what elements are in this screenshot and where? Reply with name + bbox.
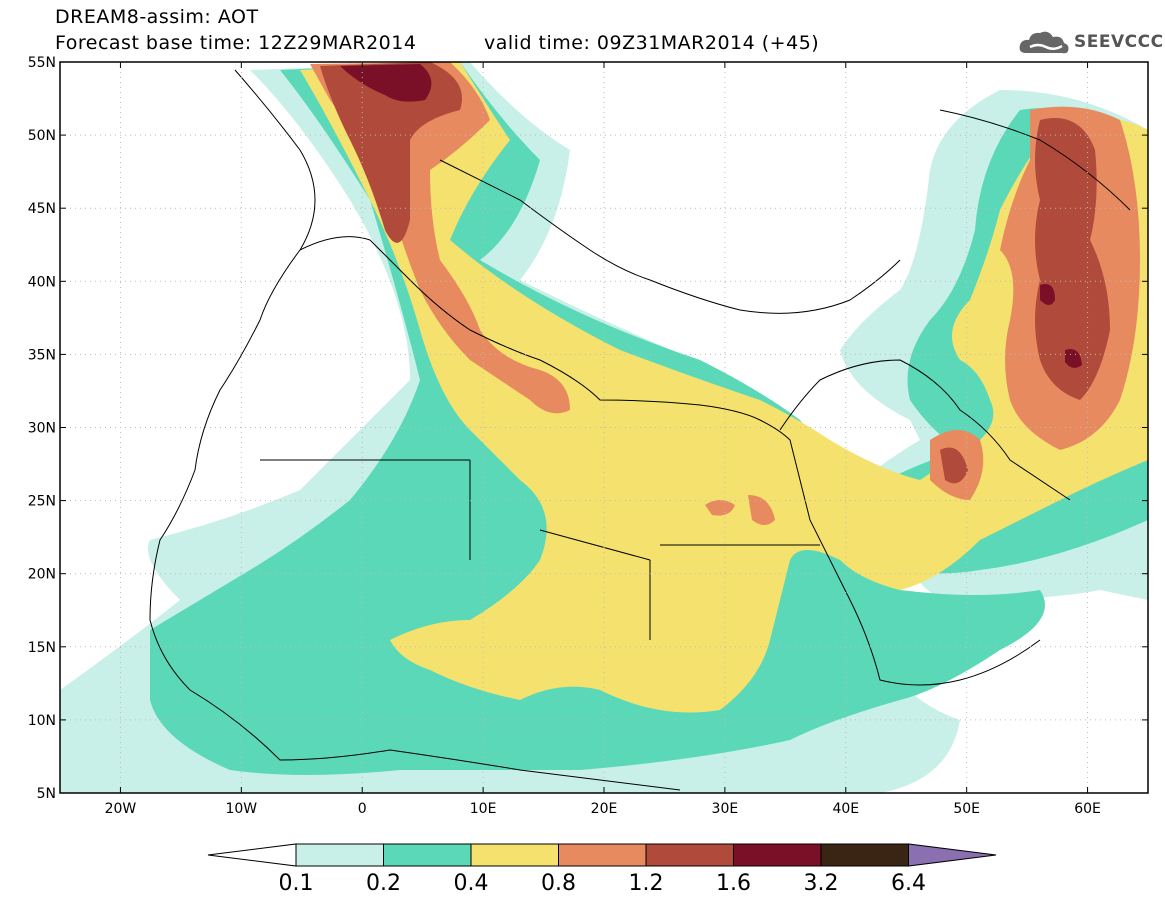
coastlines (149, 69, 1131, 791)
graticule (60, 61, 1148, 794)
forecast-base-time: Forecast base time: 12Z29MAR2014 (55, 32, 417, 54)
longitude-labels: 20W 10W 0 10E 20E 30E 40E 50E 60E (105, 801, 1101, 817)
colorbar-level-label: 0.1 (279, 871, 314, 896)
colorbar-segment (558, 843, 647, 867)
colorbar-segment (645, 843, 734, 867)
colorbar-level-label: 0.2 (366, 871, 401, 896)
lon-label: 50E (953, 801, 980, 817)
colorbar-level-label: 1.2 (629, 871, 664, 896)
cloud-logo-icon (1019, 31, 1069, 54)
colorbar-segment (383, 843, 472, 867)
lat-label: 35N (28, 347, 56, 363)
seevccc-logo: SEEVCCC (1018, 27, 1164, 57)
lat-label: 55N (28, 55, 56, 71)
colorbar-max-arrow (908, 843, 997, 867)
colorbar-level-label: 0.4 (454, 871, 489, 896)
colorbar-segment (733, 843, 822, 867)
lon-label: 10W (225, 801, 257, 817)
lon-label: 40E (832, 801, 859, 817)
lat-label: 15N (28, 640, 56, 656)
lon-label: 0 (358, 801, 367, 817)
colorbar-level-label: 6.4 (891, 871, 926, 896)
colorbar-level-label: 0.8 (541, 871, 576, 896)
valid-time: valid time: 09Z31MAR2014 (+45) (484, 32, 820, 54)
lon-label: 20E (591, 801, 618, 817)
lat-label: 50N (28, 128, 56, 144)
lon-label: 60E (1074, 801, 1101, 817)
lat-label: 45N (28, 201, 56, 217)
colorbar-segment (470, 843, 559, 867)
lon-label: 20W (105, 801, 137, 817)
lon-label: 30E (712, 801, 739, 817)
logo-text: SEEVCCC (1074, 32, 1164, 52)
lat-label: 20N (28, 567, 56, 583)
lat-label: 10N (28, 713, 56, 729)
lon-label: 10E (470, 801, 497, 817)
lat-label: 25N (28, 494, 56, 510)
colorbar (207, 843, 997, 867)
colorbar-min-arrow (207, 843, 297, 867)
map-title: DREAM8-assim: AOT (55, 6, 259, 28)
colorbar-level-label: 1.6 (716, 871, 751, 896)
lat-label: 30N (28, 421, 56, 437)
lat-label: 5N (37, 786, 56, 802)
aot-field (60, 62, 1148, 793)
colorbar-segment (820, 843, 909, 867)
colorbar-segment (295, 843, 384, 867)
colorbar-labels: 0.1 0.2 0.4 0.8 1.2 1.6 3.2 6.4 (279, 871, 927, 896)
lat-label: 40N (28, 274, 56, 290)
latitude-labels: 55N 50N 45N 40N 35N 30N 25N 20N 15N 10N 5N (28, 55, 56, 802)
colorbar-level-label: 3.2 (804, 871, 839, 896)
